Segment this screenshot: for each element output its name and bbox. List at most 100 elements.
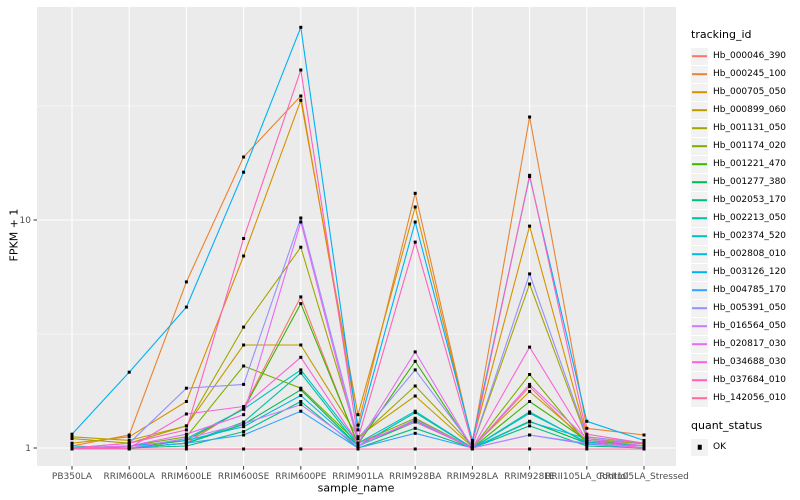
x-tick-label: RRIM600PE: [275, 472, 327, 482]
data-point-marker: [242, 254, 246, 258]
data-point-marker: [242, 433, 246, 437]
data-point-marker: [642, 444, 646, 448]
data-point-marker: [242, 382, 246, 386]
quant-status-title: quant_status: [691, 419, 763, 432]
legend-key: [691, 137, 708, 155]
data-point-marker: [242, 447, 246, 451]
x-tick-label: RRIM600LA: [103, 472, 155, 482]
data-point-marker: [242, 325, 246, 329]
data-point-marker: [184, 447, 188, 451]
legend-key: [691, 47, 708, 65]
data-point-marker: [528, 373, 532, 376]
data-point-marker: [299, 394, 303, 397]
data-point-marker: [413, 394, 417, 398]
data-point-marker: [70, 437, 74, 441]
data-point-marker: [356, 435, 360, 439]
data-point-marker: [528, 447, 532, 451]
legend-item: Hb_002808_010: [691, 245, 799, 263]
data-point-marker: [528, 224, 532, 228]
legend-item-label: Hb_005391_050: [713, 303, 787, 313]
legend-item: Hb_000046_390: [691, 47, 799, 65]
data-point-marker: [70, 441, 74, 445]
data-point-marker: [127, 444, 131, 448]
data-point-marker: [299, 302, 303, 306]
legend-key-line-icon: [692, 91, 707, 93]
legend-item-label: Hb_142056_010: [713, 393, 787, 403]
legend-key-line-icon: [692, 397, 707, 399]
data-point-marker: [299, 371, 303, 375]
data-point-marker: [356, 447, 360, 451]
legend-key-line-icon: [692, 199, 707, 201]
legend-key-line-icon: [692, 325, 707, 327]
data-point-marker: [70, 435, 74, 439]
legend-key: [691, 209, 708, 227]
data-point-marker: [299, 368, 303, 372]
data-point-marker: [413, 384, 417, 388]
data-point-marker: [413, 350, 417, 354]
data-point-marker: [413, 191, 417, 195]
legend-item: Hb_000245_100: [691, 65, 799, 83]
legend-key-line-icon: [692, 361, 707, 363]
legend-key-line-icon: [692, 55, 707, 57]
legend-item-label: Hb_004785_170: [713, 285, 787, 295]
data-point-marker: [299, 25, 303, 29]
data-point-marker: [528, 390, 532, 393]
legend-item-label: Hb_037684_010: [713, 375, 787, 385]
x-tick-label: RRII105LA_Control: [545, 472, 628, 482]
legend-key-line-icon: [692, 235, 707, 237]
legend-item-label: Hb_000899_060: [713, 105, 787, 115]
legend-item: Hb_000705_050: [691, 83, 799, 101]
legend-item-label: Hb_002053_170: [713, 195, 787, 205]
data-point-marker: [299, 400, 303, 403]
data-point-marker: [184, 386, 188, 390]
data-point-marker: [413, 368, 417, 372]
data-point-marker: [299, 386, 303, 390]
data-point-marker: [356, 428, 360, 432]
legend-key-line-icon: [692, 163, 707, 165]
legend-item-label: Hb_001131_050: [713, 123, 787, 133]
x-tick-label: RRIM600SE: [218, 472, 270, 482]
data-point-marker: [470, 447, 474, 451]
legend-key: [691, 317, 708, 335]
data-point-marker: [184, 438, 188, 442]
legend-item-label: Hb_001174_020: [713, 141, 787, 151]
legend-item: Hb_142056_010: [691, 389, 799, 407]
data-point-marker: [528, 272, 532, 276]
legend-item: Hb_001174_020: [691, 137, 799, 155]
legend-key-line-icon: [692, 217, 707, 219]
legend-item: Hb_001221_470: [691, 155, 799, 173]
legend-key: [691, 263, 708, 281]
data-point-marker: [528, 420, 532, 424]
legend-items: Hb_000046_390 Hb_000245_100 Hb_000705_050 H…: [691, 47, 799, 407]
legend-item: Hb_020817_030: [691, 335, 799, 353]
legend-item-label: Hb_002808_010: [713, 249, 787, 259]
legend-item-label: Hb_016564_050: [713, 321, 787, 331]
legend-key: [691, 299, 708, 317]
quant-status-key: [691, 438, 708, 456]
y-tick-label: 10: [20, 216, 32, 226]
legend-key: [691, 65, 708, 83]
data-point-marker: [470, 442, 474, 446]
data-point-marker: [642, 447, 646, 451]
data-point-marker: [470, 444, 474, 448]
data-point-marker: [299, 295, 303, 299]
x-tick-label: PB350LA: [52, 472, 93, 482]
legend-item: Hb_004785_170: [691, 281, 799, 299]
data-point-marker: [242, 430, 246, 434]
legend-key: [691, 83, 708, 101]
data-point-marker: [356, 444, 360, 448]
data-point-marker: [184, 432, 188, 436]
data-point-marker: [127, 438, 131, 442]
legend-item-label: Hb_002213_050: [713, 213, 787, 223]
black-square-point-icon: [697, 444, 702, 450]
data-point-marker: [585, 438, 589, 442]
data-point-marker: [242, 343, 246, 347]
data-point-marker: [470, 438, 474, 442]
legend-key: [691, 335, 708, 353]
data-point-marker: [528, 382, 532, 386]
data-point-marker: [299, 245, 303, 249]
data-point-marker: [356, 441, 360, 445]
data-point-marker: [242, 422, 246, 426]
data-point-marker: [242, 420, 246, 424]
